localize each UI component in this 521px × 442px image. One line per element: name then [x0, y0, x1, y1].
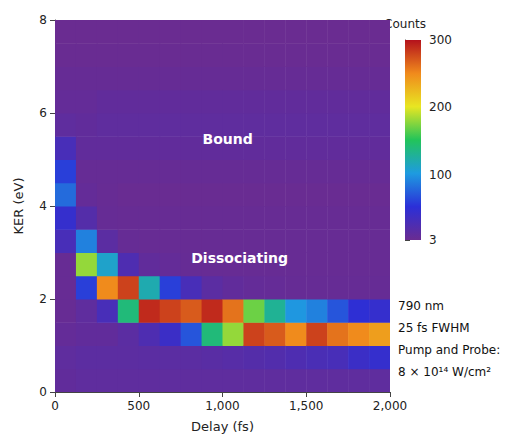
- svg-text:2: 2: [39, 292, 47, 306]
- svg-text:Bound: Bound: [203, 131, 253, 147]
- svg-text:0: 0: [51, 399, 59, 413]
- svg-text:0: 0: [39, 385, 47, 399]
- svg-text:300: 300: [429, 33, 452, 47]
- svg-text:3: 3: [429, 233, 437, 247]
- svg-text:Counts: Counts: [384, 17, 426, 31]
- svg-text:25 fs FWHM: 25 fs FWHM: [398, 321, 470, 335]
- svg-text:8 × 10¹⁴ W/cm²: 8 × 10¹⁴ W/cm²: [398, 365, 491, 379]
- svg-text:4: 4: [39, 199, 47, 213]
- svg-text:1,500: 1,500: [289, 399, 323, 413]
- svg-text:500: 500: [127, 399, 150, 413]
- svg-text:Dissociating: Dissociating: [191, 250, 288, 266]
- svg-text:6: 6: [39, 106, 47, 120]
- svg-text:1,000: 1,000: [205, 399, 239, 413]
- svg-text:Delay (fs): Delay (fs): [191, 419, 254, 434]
- svg-text:8: 8: [39, 13, 47, 27]
- svg-text:Pump and Probe:: Pump and Probe:: [398, 343, 500, 357]
- svg-text:KER (eV): KER (eV): [11, 178, 26, 235]
- svg-text:790 nm: 790 nm: [398, 299, 444, 313]
- svg-text:2,000: 2,000: [373, 399, 407, 413]
- svg-text:200: 200: [429, 100, 452, 114]
- svg-text:100: 100: [429, 168, 452, 182]
